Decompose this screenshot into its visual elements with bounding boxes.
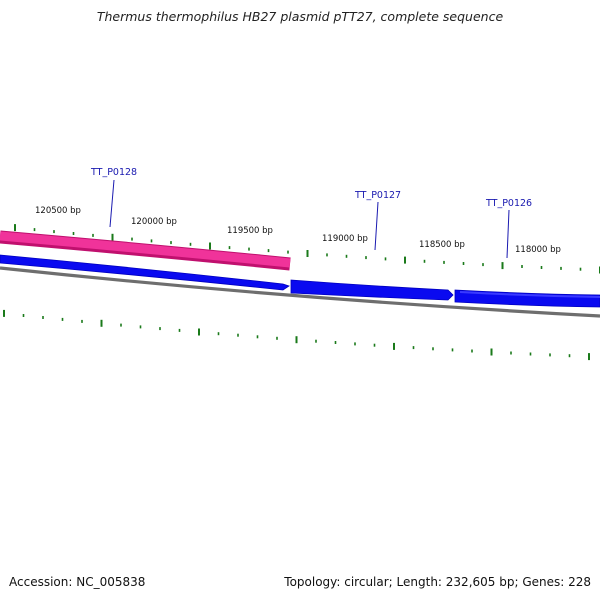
scale-label-118000: 118000 bp	[515, 245, 561, 255]
gene-label-TT_P0128[interactable]: TT_P0128	[90, 167, 137, 178]
scale-label-119500: 119500 bp	[227, 226, 273, 236]
gene-TT_P0126-highlight	[459, 291, 600, 298]
gene-label-TT_P0127[interactable]: TT_P0127	[354, 190, 401, 201]
gene-label-leader-TT_P0126	[506, 209, 510, 259]
inner-tick-row	[3, 309, 590, 361]
plasmid-backbone	[0, 266, 600, 318]
gene-TT_P0127-forward-arc[interactable]	[290, 279, 454, 301]
gene-label-leader-TT_P0127	[374, 201, 379, 251]
scale-label-119000: 119000 bp	[322, 234, 368, 244]
gene-TT_P0128-reverse-arc-highlight	[0, 231, 291, 268]
gene-TT_P0129-forward-arc[interactable]	[0, 254, 290, 291]
gene-label-leader-TT_P0128	[109, 179, 115, 228]
outer-tick-row	[14, 224, 600, 274]
scale-label-120000: 120000 bp	[131, 217, 177, 227]
scale-label-120500: 120500 bp	[35, 206, 81, 216]
scale-label-118500: 118500 bp	[419, 240, 465, 250]
accession-text: Accession: NC_005838	[9, 575, 146, 589]
topology-summary-text: Topology: circular; Length: 232,605 bp; …	[284, 575, 591, 589]
gene-label-TT_P0126[interactable]: TT_P0126	[485, 198, 532, 209]
map-title: Thermus thermophilus HB27 plasmid pTT27,…	[96, 9, 504, 24]
